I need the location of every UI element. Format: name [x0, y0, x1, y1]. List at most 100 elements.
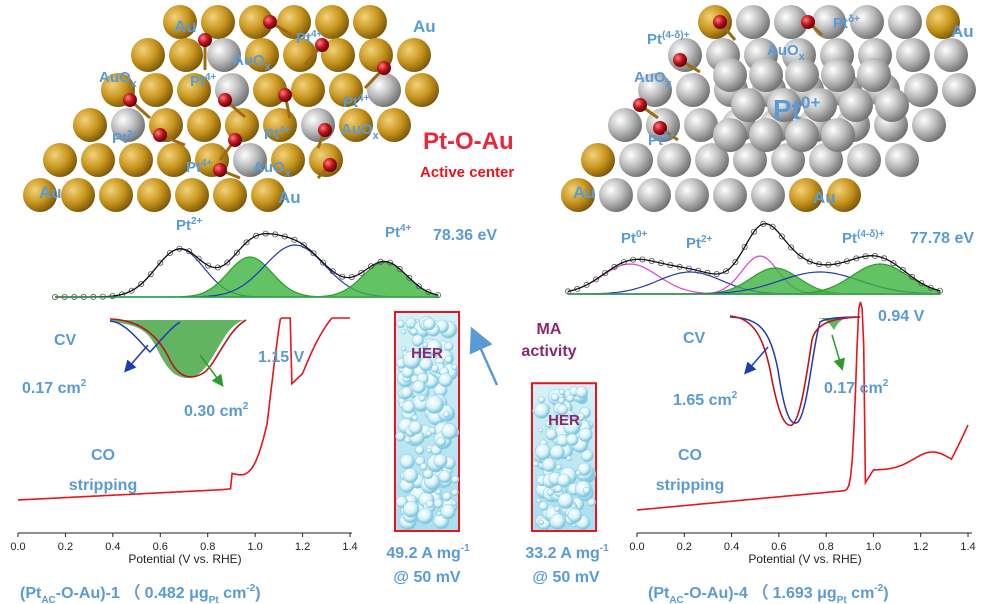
cv-curve	[109, 318, 247, 378]
pt-atom	[767, 88, 801, 122]
tick-label: 0.6	[771, 541, 786, 553]
water-droplet	[401, 346, 407, 351]
xps-envelope	[55, 232, 439, 298]
her-label: HER	[411, 345, 443, 362]
au-atom	[99, 178, 133, 212]
au-atom	[253, 73, 287, 107]
sample-caption-left: (PtAC-O-Au)-1 （ 0.482 μgPt cm-2)	[20, 583, 261, 604]
au-atom	[177, 73, 211, 107]
au-atom	[561, 178, 595, 212]
water-droplet	[538, 519, 545, 526]
cv-inset-left: CV 0.17 cm2 0.30 cm2	[22, 318, 249, 420]
xps-data-point	[583, 281, 590, 288]
water-droplet	[558, 388, 566, 396]
water-droplet	[555, 464, 562, 471]
water-droplet	[426, 447, 432, 454]
pt-atom	[695, 143, 729, 177]
au-atom	[187, 108, 221, 142]
oxygen-atom	[218, 93, 232, 107]
au-atom	[397, 38, 431, 72]
water-droplet	[578, 427, 593, 442]
au-atom	[163, 5, 197, 39]
au-atom	[926, 5, 960, 39]
water-droplet	[554, 484, 563, 493]
pt-atom	[850, 5, 884, 39]
water-droplet	[550, 392, 560, 402]
co-stripping-label: CO	[678, 447, 702, 464]
xps-data-point	[310, 250, 317, 257]
xps-data-point	[406, 274, 413, 281]
pt-atom	[684, 108, 718, 142]
xps-data-point	[620, 259, 627, 266]
co-stripping-label: stripping	[656, 477, 724, 494]
cv-curve	[109, 320, 181, 354]
pt4-label: Pt4+	[343, 93, 370, 111]
water-droplet	[420, 462, 428, 471]
her-bar	[394, 311, 460, 532]
pt-delta-label: Pt(4-δ)+	[647, 30, 690, 48]
xps-data-point	[881, 255, 888, 262]
oxygen-atom	[673, 53, 687, 67]
tick-label: 0.4	[105, 541, 120, 553]
xps-data-point	[147, 271, 154, 278]
xps-data-point	[909, 273, 916, 280]
pt-atom	[619, 143, 653, 177]
pt-atom	[733, 143, 767, 177]
au-atom	[157, 143, 191, 177]
auox-label: AuOx	[767, 42, 806, 63]
right-lattice-labels: Au Au Au Pt(4-δ)+ Ptδ+ Ptδ+ Pt0+ AuOx Au…	[573, 14, 974, 207]
oxygen-atom	[633, 98, 647, 112]
pt-atom	[676, 73, 710, 107]
water-droplet	[402, 350, 422, 370]
water-droplet	[395, 431, 406, 442]
au-label: Au	[951, 22, 974, 41]
ma-value: 33.2 A mg-1	[525, 543, 609, 562]
xps-data-point	[890, 260, 897, 267]
water-droplet	[567, 508, 583, 523]
water-droplet	[538, 501, 549, 511]
auox-label: AuOx	[233, 52, 272, 73]
pt-atom	[367, 73, 401, 107]
water-droplet	[557, 492, 574, 509]
right-lattice	[561, 5, 976, 212]
water-droplet	[422, 341, 429, 348]
water-droplet	[436, 511, 442, 517]
xps-pt0-label: Pt0+	[621, 229, 648, 247]
water-droplet	[441, 423, 458, 440]
oxygen-atom	[198, 33, 212, 47]
pt-atom	[774, 5, 808, 39]
xps-data-point	[243, 239, 250, 246]
pt-atom	[637, 178, 671, 212]
au-atom	[61, 178, 95, 212]
oxygen-atom	[653, 121, 667, 135]
pt-atom	[821, 118, 855, 152]
xps-data-point	[224, 259, 231, 266]
xps-data-point	[797, 253, 804, 260]
oxygen-atom	[377, 61, 391, 75]
cv-label: CV	[54, 332, 77, 349]
pt-atom	[885, 143, 919, 177]
au-atom	[291, 73, 325, 107]
oxygen-atom	[801, 15, 815, 29]
water-droplet	[566, 433, 579, 447]
left-lattice	[23, 5, 439, 212]
arrow-icon	[469, 326, 499, 386]
water-droplet	[400, 386, 413, 399]
au-atom	[405, 73, 439, 107]
water-droplet	[451, 364, 458, 371]
tick-label: 1.0	[247, 541, 262, 553]
pt-atom	[233, 143, 267, 177]
water-droplet	[545, 428, 558, 441]
xps-data-point	[751, 228, 758, 235]
xps-pt2-label: Pt2+	[176, 216, 203, 234]
x-axis-label: Potential (V vs. RHE)	[748, 552, 861, 566]
au-atom	[271, 143, 305, 177]
pt0-label: Pt0+	[773, 93, 820, 125]
co-stripping-plot-left: 0.0 0.2 0.4 0.6 0.8 1.0 1.2 1.4 Potential (V vs…	[10, 317, 358, 566]
co-stripping-label: stripping	[69, 477, 137, 494]
auox-label: AuOx	[634, 69, 673, 90]
pt-atom	[668, 38, 702, 72]
xps-data-point	[291, 236, 298, 243]
water-droplet	[412, 380, 426, 394]
